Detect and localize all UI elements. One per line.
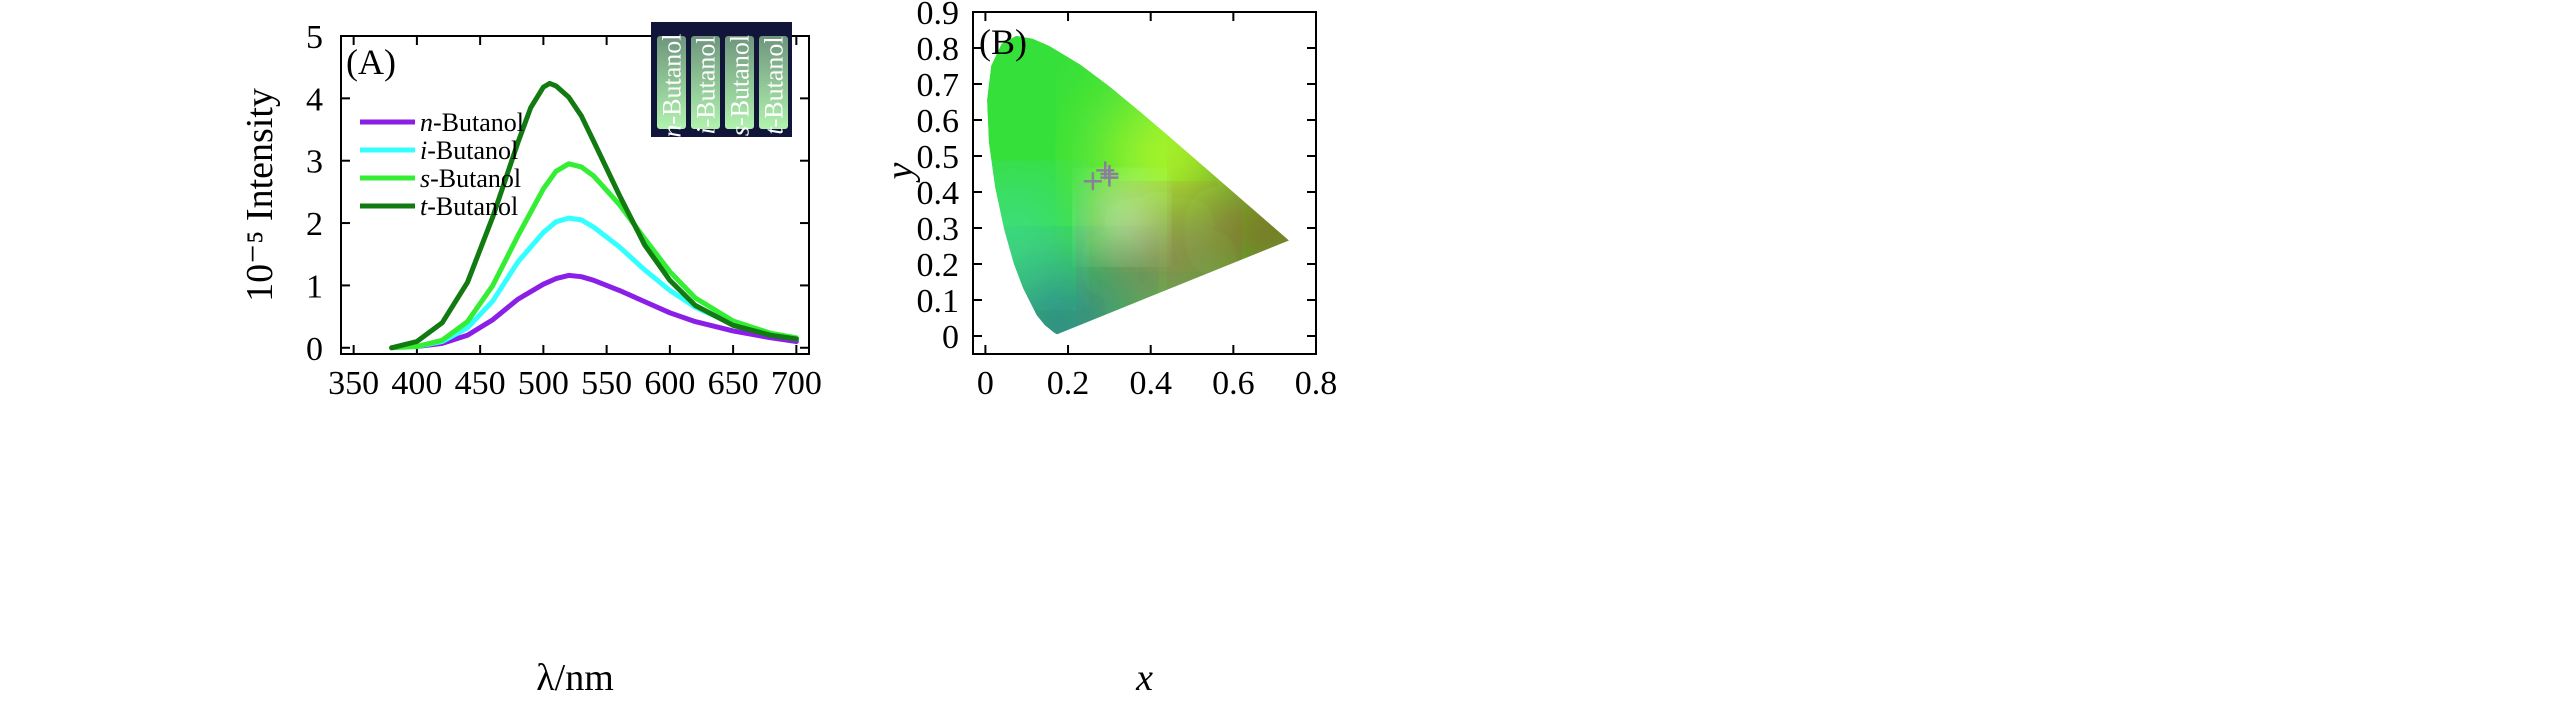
y-tick-label: 1 <box>306 268 323 305</box>
x-tick-label: 0.4 <box>1129 365 1172 402</box>
vial <box>725 36 754 129</box>
panel-label-b: (B) <box>979 22 1027 62</box>
spectra-plot-frame <box>340 35 810 355</box>
spectra-y-axis-label: 10⁻⁵ Intensity <box>239 88 281 302</box>
panel-label-a: (A) <box>346 42 396 82</box>
gamut-color-region <box>1010 275 1110 335</box>
x-tick-label: 350 <box>328 365 379 402</box>
y-tick-label: 0.9 <box>917 0 960 32</box>
cie-x-axis-label: x <box>1135 657 1153 699</box>
legend-entry: i-Butanol <box>420 136 518 165</box>
spectra-series-lines <box>389 80 799 351</box>
vial-label: s-Butanol <box>726 35 755 136</box>
y-tick-label: 0.7 <box>917 67 960 104</box>
x-tick-label: 0.2 <box>1047 365 1090 402</box>
y-tick-label: 0.2 <box>917 247 960 284</box>
y-tick-label: 0.1 <box>917 283 960 320</box>
spectra-axis-ticks: 350 400 450 500 550 600 650 700 0 1 2 3 4 5 <box>306 19 822 402</box>
series-line-s-Butanol <box>389 161 799 351</box>
cie-axis-ticks: 0 0.2 0.4 0.6 0.800.10.20.30.40.50.60.70.80.… <box>917 0 1338 402</box>
cie-y-axis-label: y <box>879 162 921 183</box>
x-tick-label: 600 <box>644 365 695 402</box>
y-tick-label: 0 <box>942 319 959 356</box>
y-tick-label: 0.8 <box>917 31 960 68</box>
x-tick-label: 400 <box>391 365 442 402</box>
y-tick-label: 0 <box>306 331 323 368</box>
y-tick-label: 3 <box>306 144 323 181</box>
series-line-t-Butanol <box>389 80 799 351</box>
x-tick-label: 700 <box>771 365 822 402</box>
spectra-x-axis-label: λ/nm <box>536 657 614 699</box>
x-tick-label: 500 <box>518 365 569 402</box>
gamut-color-region <box>1096 192 1147 242</box>
gamut-color-region <box>1216 182 1289 282</box>
x-tick-label: 650 <box>708 365 759 402</box>
cie-panel: 0 0.2 0.4 0.6 0.800.10.20.30.40.50.60.70.80.… <box>879 0 1337 699</box>
x-tick-label: 450 <box>455 365 506 402</box>
legend-entry: s-Butanol <box>420 164 521 193</box>
cie-chromaticity-gamut <box>987 35 1289 335</box>
legend-entry: t-Butanol <box>420 192 518 221</box>
vial-label: i-Butanol <box>692 36 721 134</box>
vial-label: n-Butanol <box>658 34 687 138</box>
x-tick-label: 0.8 <box>1295 365 1338 402</box>
cie-point-marker <box>1083 172 1102 191</box>
y-tick-label: 5 <box>306 19 323 56</box>
y-tick-label: 2 <box>306 206 323 243</box>
x-tick-label: 0.6 <box>1212 365 1255 402</box>
cie-coordinate-markers <box>1083 161 1119 191</box>
y-tick-label: 0.4 <box>917 175 960 212</box>
y-tick-label: 4 <box>306 81 323 118</box>
y-tick-label: 0.3 <box>917 211 960 248</box>
legend-entry: n-Butanol <box>420 108 524 137</box>
cie-plot-frame <box>972 11 1317 355</box>
y-tick-label: 0.6 <box>917 103 960 140</box>
vial <box>691 36 720 129</box>
gamut-color-region <box>987 198 1052 273</box>
gamut-color-region <box>1117 222 1201 306</box>
y-tick-label: 0.5 <box>917 139 960 176</box>
vial <box>657 36 686 129</box>
x-tick-label: 550 <box>581 365 632 402</box>
x-tick-label: 0 <box>977 365 994 402</box>
vial <box>759 36 788 129</box>
vial-label: t-Butanol <box>760 36 789 134</box>
cie-point-marker <box>1100 168 1119 187</box>
series-line-n-Butanol <box>414 272 799 349</box>
